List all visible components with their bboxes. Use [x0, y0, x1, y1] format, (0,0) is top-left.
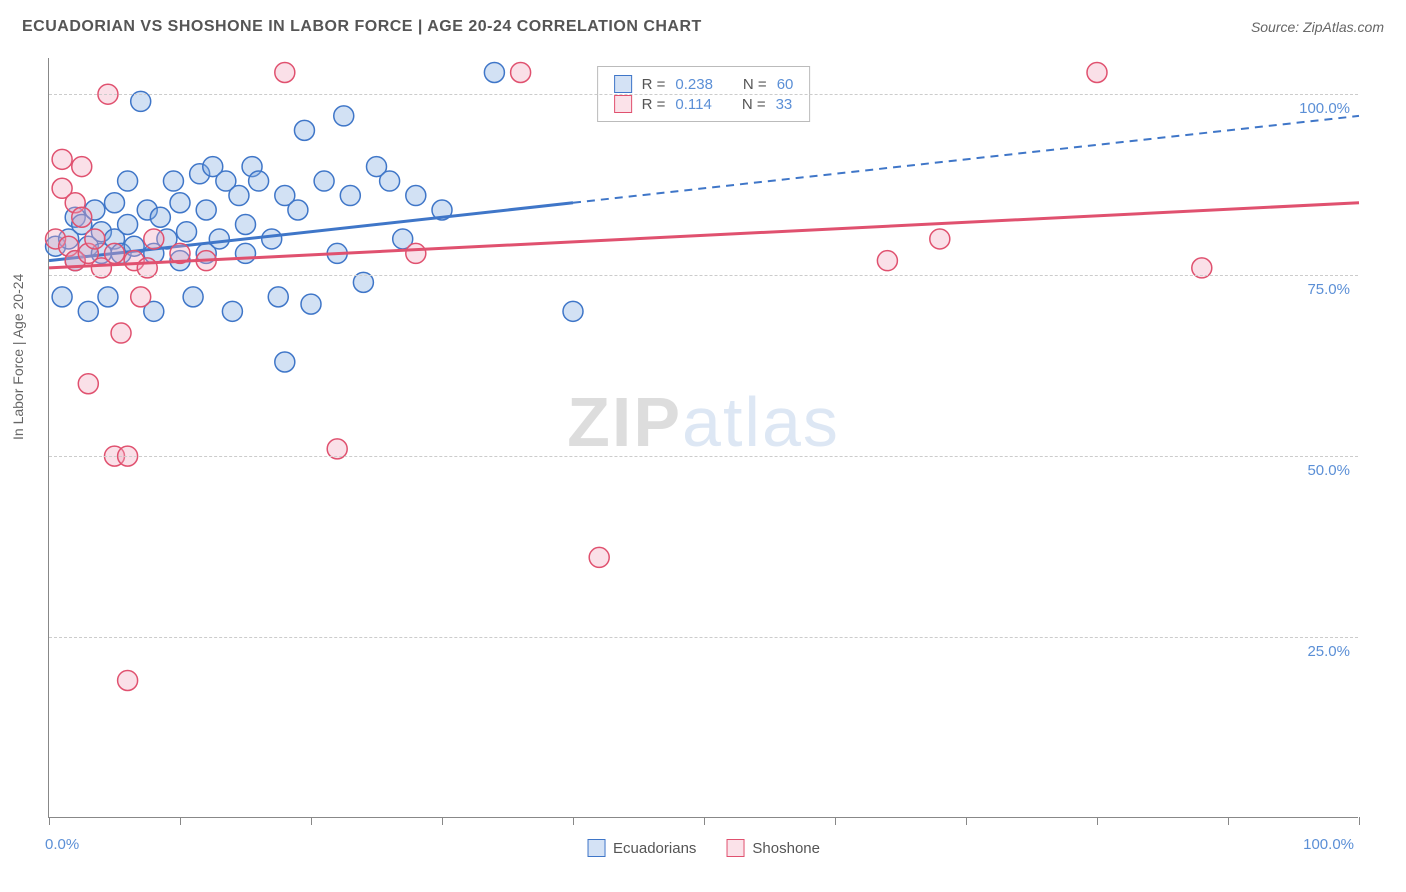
- gridline: [49, 456, 1358, 457]
- n-value: 33: [776, 96, 793, 113]
- x-tick: [49, 817, 50, 825]
- legend-item: Shoshone: [726, 839, 820, 857]
- legend-label: Ecuadorians: [613, 840, 696, 857]
- data-point: [340, 186, 360, 206]
- legend-label: Shoshone: [752, 840, 820, 857]
- x-tick: [311, 817, 312, 825]
- data-point: [163, 171, 183, 191]
- data-point: [105, 243, 125, 263]
- x-tick: [835, 817, 836, 825]
- source-label: Source: ZipAtlas.com: [1251, 19, 1384, 35]
- legend-item: Ecuadorians: [587, 839, 696, 857]
- y-tick-label: 100.0%: [1299, 100, 1350, 117]
- gridline: [49, 94, 1358, 95]
- data-point: [268, 287, 288, 307]
- x-tick: [1097, 817, 1098, 825]
- data-point: [196, 200, 216, 220]
- data-point: [183, 287, 203, 307]
- data-point: [275, 352, 295, 372]
- legend-row: R = 0.114 N = 33: [614, 95, 794, 113]
- x-tick: [442, 817, 443, 825]
- data-point: [105, 193, 125, 213]
- data-point: [118, 670, 138, 690]
- r-value: 0.114: [675, 96, 711, 113]
- legend-swatch: [614, 95, 632, 113]
- gridline: [49, 637, 1358, 638]
- x-tick: [966, 817, 967, 825]
- data-point: [236, 214, 256, 234]
- data-point: [877, 251, 897, 271]
- r-label: R =: [642, 96, 666, 113]
- trend-line: [49, 203, 1359, 268]
- data-point: [52, 149, 72, 169]
- data-point: [118, 171, 138, 191]
- data-point: [177, 222, 197, 242]
- series-legend: Ecuadorians Shoshone: [587, 839, 820, 857]
- data-point: [406, 186, 426, 206]
- data-point: [511, 62, 531, 82]
- scatter-svg: [49, 58, 1359, 818]
- y-tick-label: 50.0%: [1307, 462, 1350, 479]
- data-point: [222, 301, 242, 321]
- data-point: [275, 62, 295, 82]
- chart-title: ECUADORIAN VS SHOSHONE IN LABOR FORCE | …: [22, 18, 702, 36]
- data-point: [484, 62, 504, 82]
- data-point: [930, 229, 950, 249]
- r-label: R =: [642, 76, 666, 93]
- data-point: [301, 294, 321, 314]
- data-point: [78, 374, 98, 394]
- data-point: [150, 207, 170, 227]
- plot-area: ZIPatlas R =0.238N =60R =0.114N =33 Ecua…: [48, 58, 1358, 818]
- data-point: [229, 186, 249, 206]
- legend-swatch: [587, 839, 605, 857]
- data-point: [98, 287, 118, 307]
- gridline: [49, 275, 1358, 276]
- data-point: [294, 120, 314, 140]
- r-value: 0.238: [675, 76, 713, 93]
- data-point: [72, 207, 92, 227]
- x-tick: [704, 817, 705, 825]
- x-tick: [180, 817, 181, 825]
- data-point: [563, 301, 583, 321]
- legend-row: R = 0.238 N = 60: [614, 75, 794, 93]
- data-point: [249, 171, 269, 191]
- data-point: [334, 106, 354, 126]
- data-point: [1087, 62, 1107, 82]
- data-point: [314, 171, 334, 191]
- data-point: [118, 214, 138, 234]
- x-max-label: 100.0%: [1303, 836, 1354, 853]
- legend-swatch: [726, 839, 744, 857]
- x-tick: [573, 817, 574, 825]
- x-min-label: 0.0%: [45, 836, 79, 853]
- data-point: [72, 157, 92, 177]
- data-point: [288, 200, 308, 220]
- n-label: N =: [742, 96, 766, 113]
- data-point: [78, 301, 98, 321]
- data-point: [85, 229, 105, 249]
- y-axis-label: In Labor Force | Age 20-24: [10, 274, 26, 440]
- data-point: [52, 287, 72, 307]
- data-point: [170, 193, 190, 213]
- y-tick-label: 25.0%: [1307, 643, 1350, 660]
- n-label: N =: [743, 76, 767, 93]
- x-tick: [1359, 817, 1360, 825]
- data-point: [262, 229, 282, 249]
- data-point: [236, 243, 256, 263]
- data-point: [131, 287, 151, 307]
- x-tick: [1228, 817, 1229, 825]
- data-point: [111, 323, 131, 343]
- legend-swatch: [614, 75, 632, 93]
- data-point: [209, 229, 229, 249]
- y-tick-label: 75.0%: [1307, 281, 1350, 298]
- data-point: [380, 171, 400, 191]
- data-point: [406, 243, 426, 263]
- data-point: [144, 229, 164, 249]
- trend-line-dashed: [573, 116, 1359, 203]
- data-point: [589, 547, 609, 567]
- n-value: 60: [777, 76, 794, 93]
